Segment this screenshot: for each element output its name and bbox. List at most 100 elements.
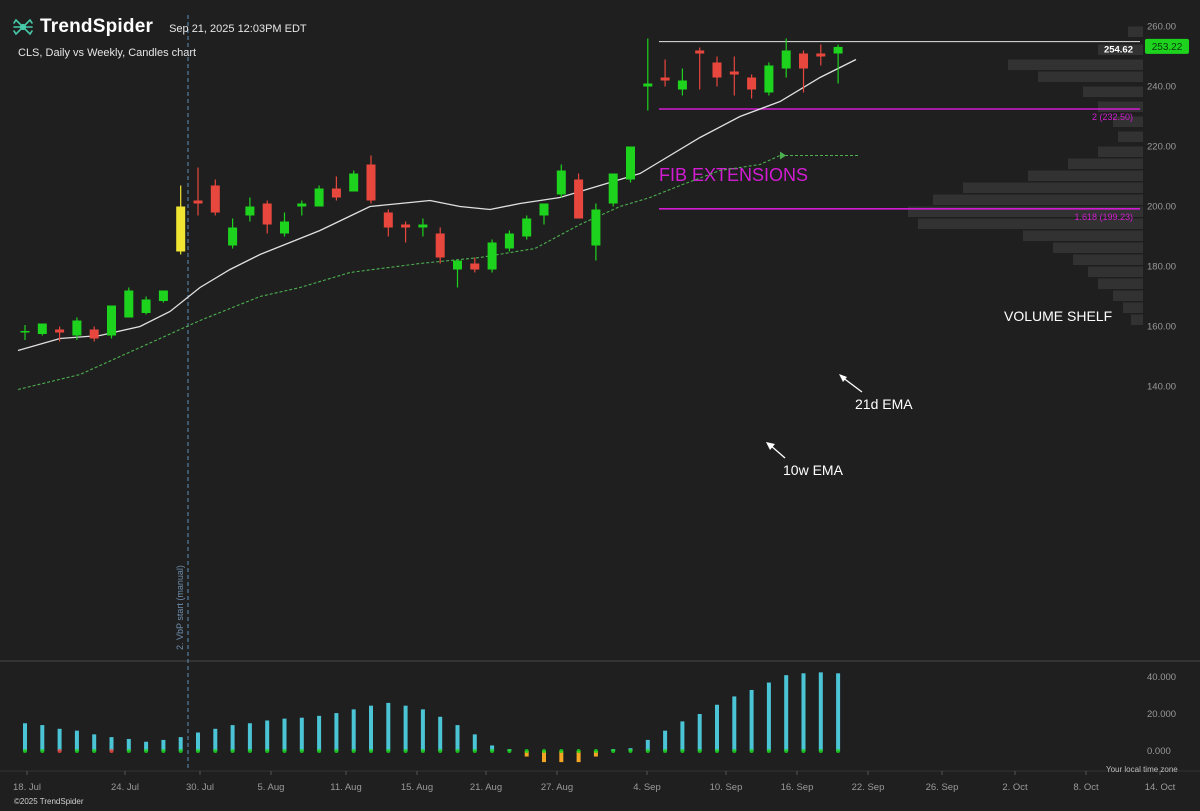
volume-bar — [749, 689, 754, 751]
volume-bar — [282, 718, 287, 751]
candle-body — [331, 188, 341, 198]
candle-body — [228, 227, 238, 246]
volume-profile-bar — [1098, 101, 1143, 112]
candle-body — [643, 83, 653, 87]
volume-marker — [265, 749, 270, 753]
volume-marker — [23, 749, 27, 753]
candle-body — [435, 233, 445, 258]
volume-bar — [109, 737, 114, 751]
volume-bar — [57, 728, 62, 751]
volume-profile-bar — [908, 206, 1143, 217]
ema10w-line — [17, 154, 781, 391]
candle-body — [626, 146, 635, 180]
volume-marker — [282, 749, 287, 753]
volume-marker — [801, 749, 806, 753]
volume-profile-bar — [1113, 290, 1143, 301]
volume-profile-bar — [1023, 230, 1143, 241]
volume-marker — [92, 749, 97, 753]
volume-bar — [161, 739, 166, 751]
volume-profile-bar — [1123, 302, 1143, 313]
volume-marker — [144, 749, 149, 753]
candle-body — [366, 164, 376, 201]
volume-profile-bar — [1073, 254, 1143, 265]
volume-bar — [334, 713, 339, 751]
volume-bar — [178, 737, 183, 751]
volume-marker — [299, 749, 304, 753]
brand-name: TrendSpider — [40, 16, 154, 37]
volume-marker — [247, 749, 252, 753]
date-tick-label: 15. Aug — [401, 782, 433, 793]
volume-shelf-label: VOLUME SHELF — [1004, 308, 1112, 324]
volume-profile-bar — [1008, 59, 1143, 70]
volume-bar — [455, 725, 460, 751]
candle-body — [401, 224, 411, 228]
date-tick-label: 16. Sep — [781, 782, 814, 793]
candle-body — [556, 170, 566, 195]
volume-bar — [403, 705, 408, 751]
current-price-label: 253.22 — [1152, 42, 1183, 53]
volume-marker — [455, 749, 460, 753]
volume-profile-bar — [1053, 242, 1143, 253]
vbp-start-label: 2. VbP start (manual) — [175, 565, 185, 650]
volume-marker — [230, 749, 235, 753]
volume-marker — [334, 749, 339, 753]
candle-body — [522, 218, 532, 237]
candle-body — [20, 331, 30, 333]
volume-marker — [818, 749, 823, 753]
volume-marker — [836, 749, 841, 753]
candle-body — [764, 65, 774, 93]
copyright: ©2025 TrendSpider — [14, 797, 84, 806]
volume-bar — [524, 751, 529, 757]
ema21-pointer-head — [839, 374, 847, 382]
candle-body — [37, 323, 47, 334]
price-tick-label: 260.00 — [1147, 22, 1176, 33]
candle-body — [833, 46, 843, 54]
volume-bar — [438, 716, 443, 751]
candle-body — [158, 290, 168, 301]
volume-profile-bar — [1088, 266, 1143, 277]
volume-bar — [351, 709, 356, 751]
candle-body — [816, 53, 826, 57]
candle-body — [539, 203, 549, 216]
volume-marker — [490, 749, 495, 753]
price-tick-label: 240.00 — [1147, 82, 1176, 93]
volume-bar — [317, 715, 322, 751]
volume-bar — [697, 714, 702, 751]
date-tick-label: 26. Sep — [926, 782, 959, 793]
candle-body — [176, 206, 186, 252]
candle-body — [487, 242, 497, 270]
volume-marker — [507, 749, 512, 753]
candle-body — [418, 224, 428, 228]
volume-bar — [645, 739, 650, 751]
ema10w-pointer-head — [766, 442, 775, 450]
volume-tick-label: 40.000 — [1147, 672, 1176, 683]
volume-profile-bar — [963, 182, 1143, 193]
volume-profile-bar — [1083, 86, 1143, 97]
resistance-label: 254.62 — [1104, 45, 1133, 56]
volume-bar — [74, 730, 79, 751]
brand-header: TrendSpider Sep 21, 2025 12:03PM EDT — [12, 16, 307, 38]
candle-body — [245, 206, 255, 216]
volume-bar — [472, 734, 477, 751]
date-tick-label: 27. Aug — [541, 782, 573, 793]
candle-body — [677, 80, 687, 90]
candle-body — [210, 185, 220, 213]
volume-marker — [559, 749, 564, 753]
candle-body — [107, 305, 116, 336]
date-tick-label: 8. Oct — [1073, 782, 1099, 793]
volume-profile-bar — [1113, 116, 1143, 127]
timezone-note[interactable]: Your local time zone — [1106, 765, 1178, 774]
volume-marker — [628, 749, 633, 753]
volume-tick-label: 20.000 — [1147, 709, 1176, 720]
candle-body — [193, 200, 203, 204]
volume-marker — [593, 749, 598, 753]
spider-icon — [13, 18, 33, 36]
volume-marker — [386, 749, 391, 753]
volume-marker — [403, 749, 408, 753]
candle-body — [262, 203, 272, 225]
volume-profile-bar — [1028, 170, 1143, 181]
chart-title: CLS, Daily vs Weekly, Candles chart — [18, 47, 197, 59]
ema21-pointer — [841, 376, 863, 393]
volume-bar — [559, 751, 564, 763]
